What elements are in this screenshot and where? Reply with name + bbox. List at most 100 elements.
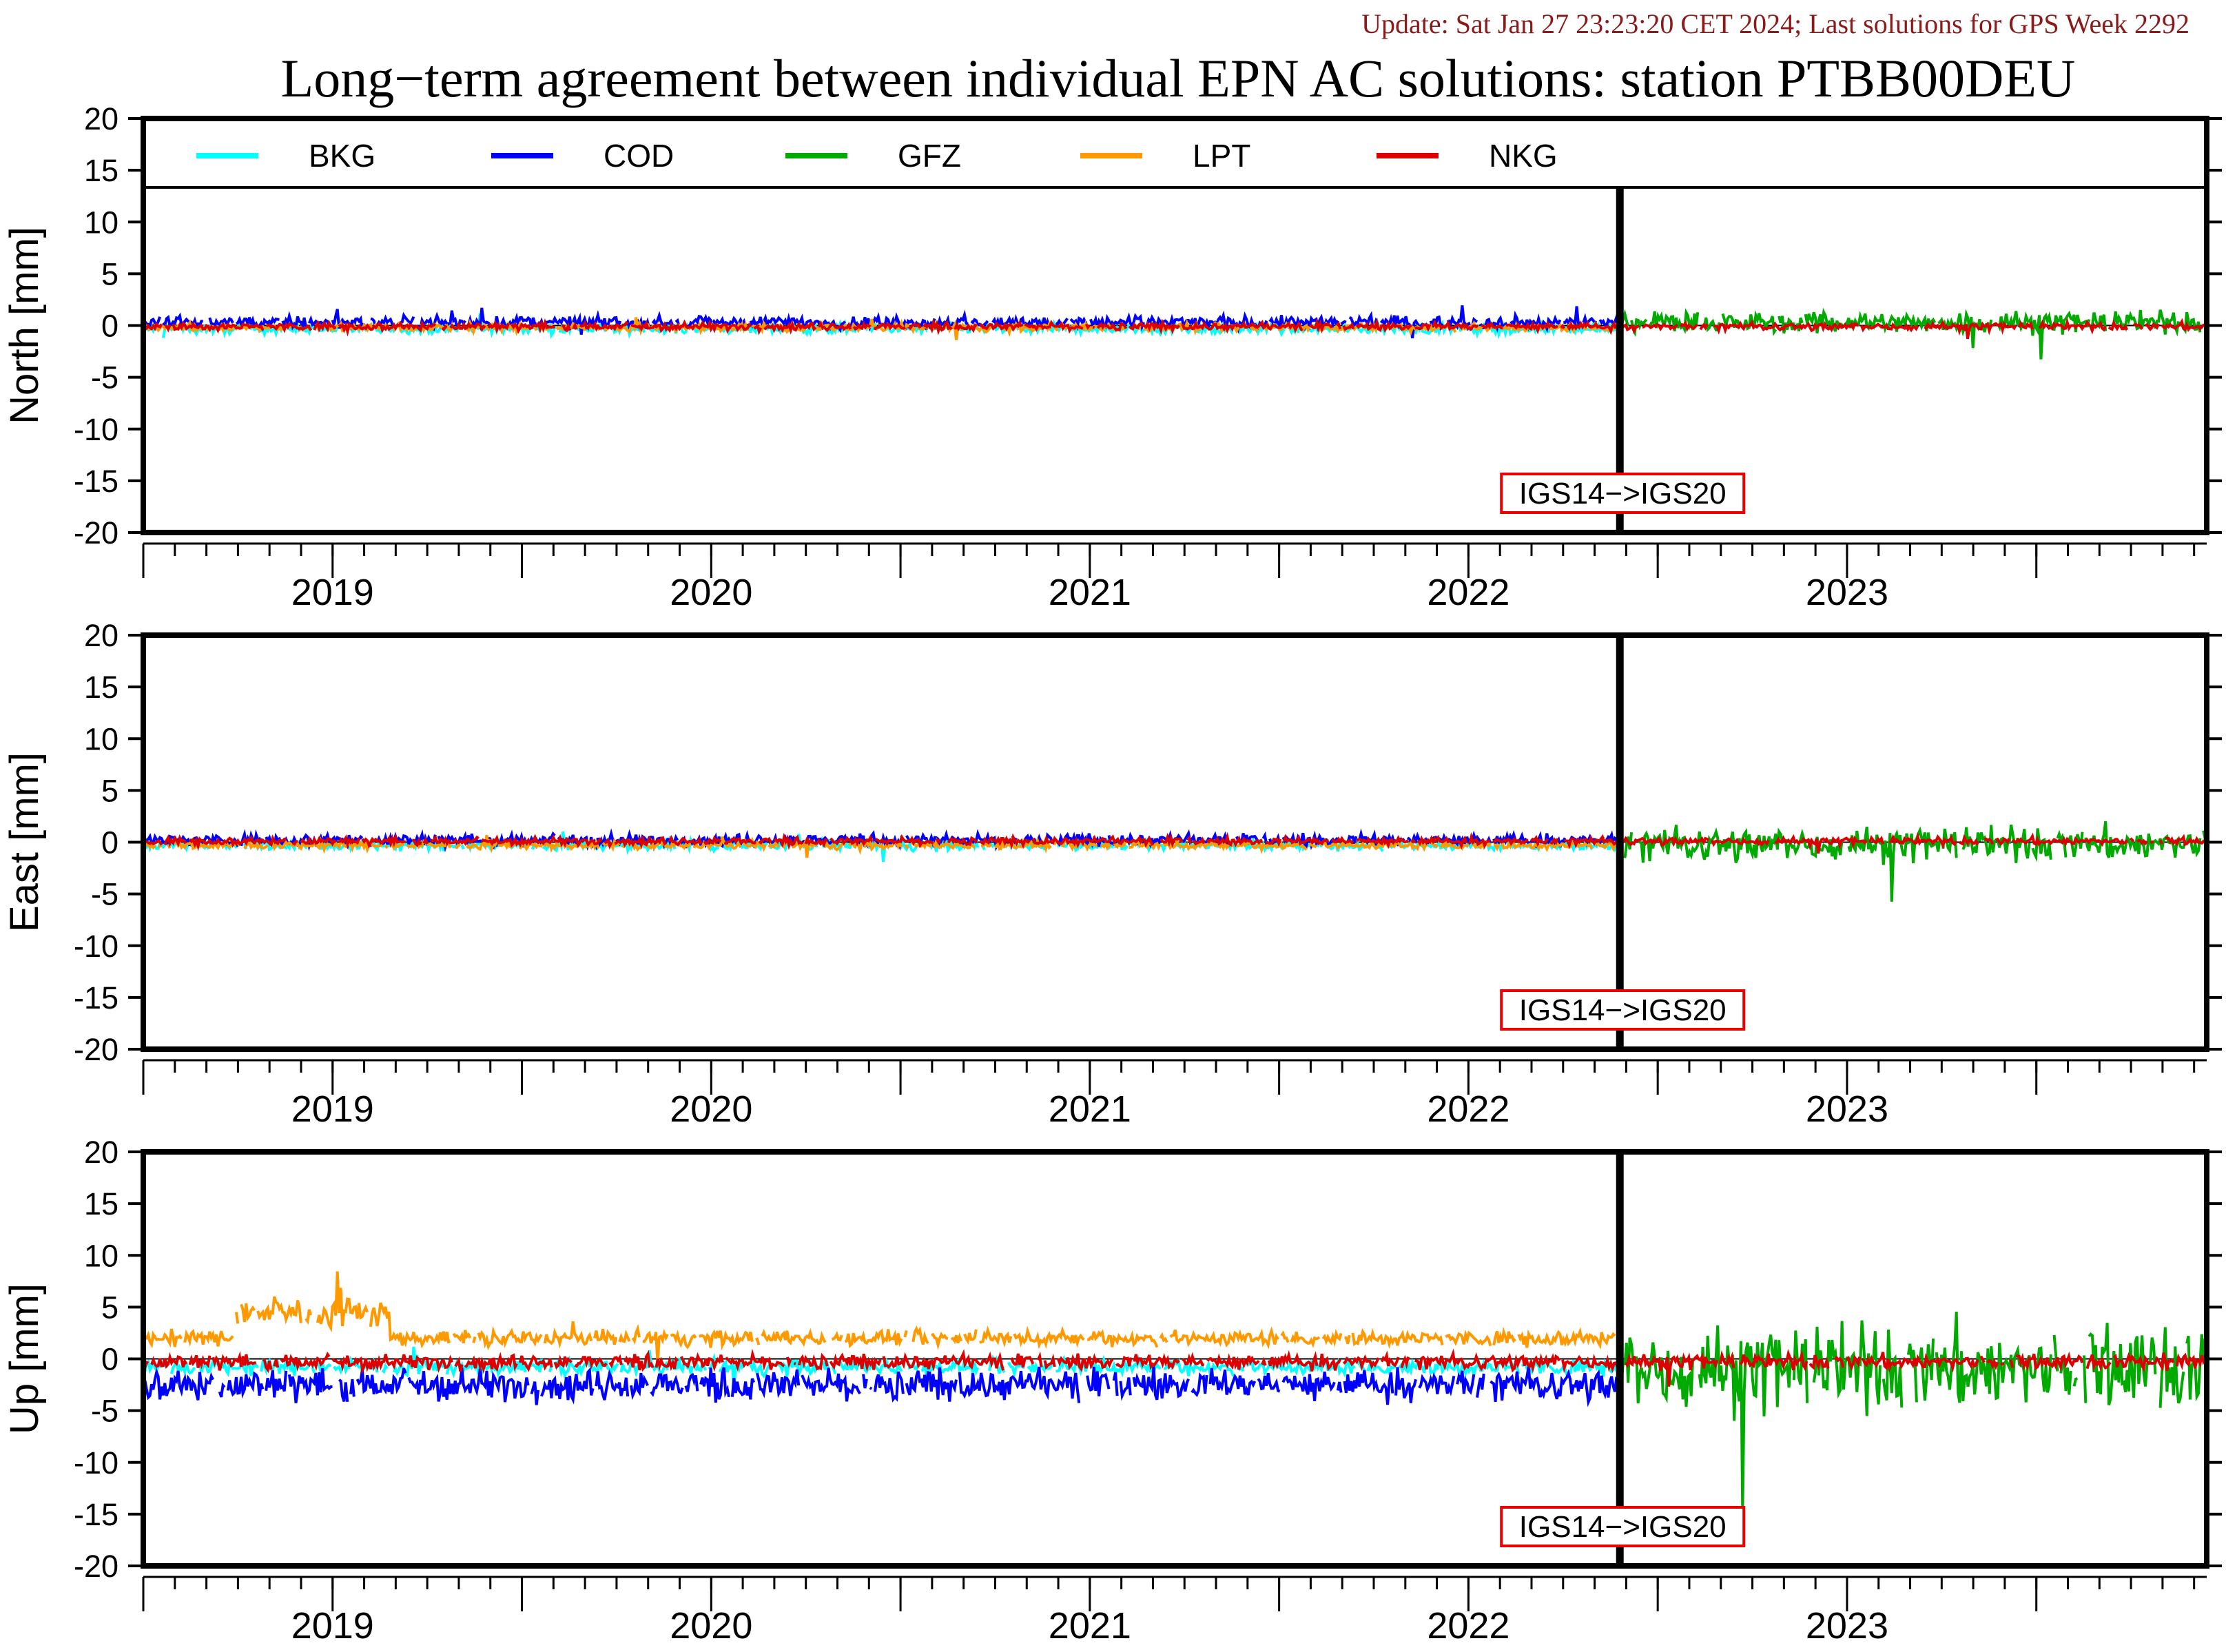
series-line [1159, 1332, 1168, 1343]
series-line [1268, 313, 1339, 332]
series-line [869, 1386, 873, 1390]
series-line [1380, 1350, 1400, 1367]
x-tick-label: 2021 [1049, 1605, 1131, 1646]
series-line [804, 836, 828, 848]
series-line [1086, 1366, 1111, 1396]
series-line [561, 322, 572, 333]
series-line [630, 1372, 649, 1401]
series-line [1847, 826, 1941, 902]
series-line [1119, 1377, 1132, 1401]
series-line [1351, 1328, 1444, 1350]
series-line [429, 834, 480, 847]
frame-change-box [1500, 1506, 1746, 1547]
y-tick-label: 0 [101, 1342, 118, 1377]
series-line [1739, 1349, 1808, 1372]
series-line [1468, 832, 1491, 849]
series-line [411, 836, 422, 847]
series-line [1169, 1326, 1279, 1350]
series-line [1115, 1355, 1133, 1369]
series-line [931, 1331, 949, 1350]
series-line [1013, 1325, 1085, 1350]
y-tick-label: -5 [91, 360, 118, 395]
series-line [1642, 322, 1678, 332]
series-line [188, 834, 287, 851]
series-line [477, 1325, 543, 1351]
series-line [2150, 840, 2154, 844]
series-line [2112, 1352, 2175, 1372]
series-line [519, 1354, 553, 1372]
series-line [1132, 1366, 1190, 1401]
series-line [1582, 313, 1597, 329]
series-line [464, 1352, 518, 1374]
series-line [1096, 321, 1128, 332]
series-line [1340, 320, 1347, 325]
frame-change-label: IGS14−>IGS20 [1519, 477, 1727, 510]
x-tick-label: 2021 [1049, 572, 1131, 613]
series-line [262, 1358, 273, 1374]
series-line [2038, 317, 2107, 335]
series-line [1335, 320, 1342, 330]
series-line [392, 1346, 445, 1378]
series-line [1713, 319, 1859, 335]
y-tick-label: 10 [84, 1238, 118, 1273]
series-line [1069, 316, 1088, 331]
series-line [1560, 319, 1622, 336]
series-line [1323, 317, 1463, 338]
series-line [1792, 1330, 1809, 1403]
series-line [407, 1367, 530, 1403]
series-line [883, 311, 936, 331]
series-line [142, 1367, 214, 1401]
series-line [1439, 838, 1470, 851]
series-line [1416, 834, 1468, 850]
x-tick-label: 2020 [670, 572, 752, 613]
series-line [481, 834, 603, 849]
series-line [1206, 832, 1263, 848]
series-line [234, 1312, 240, 1324]
series-line [1505, 320, 1558, 335]
series-line [980, 841, 993, 848]
series-line [923, 318, 953, 335]
y-tick-label: 20 [84, 101, 118, 136]
series-line [785, 1356, 792, 1368]
series-line [754, 1337, 761, 1345]
series-line [911, 1325, 929, 1345]
series-line [684, 1372, 699, 1392]
series-line [449, 321, 486, 332]
x-tick-label: 2022 [1427, 1605, 1509, 1646]
series-line [844, 1328, 903, 1349]
series-line [530, 1381, 540, 1405]
series-line [650, 1373, 684, 1397]
series-line [243, 838, 269, 851]
series-line [1355, 317, 1412, 333]
series-line [265, 1370, 288, 1398]
series-line [2158, 839, 2163, 845]
series-line [1344, 1334, 1351, 1345]
series-line [1719, 1350, 1735, 1368]
chart-title: Long−term agreement between individual E… [281, 48, 2076, 108]
series-line [2129, 837, 2135, 843]
series-line [173, 838, 241, 851]
series-line [1056, 1353, 1114, 1372]
series-line [2158, 1327, 2185, 1408]
series-line [1043, 1353, 1056, 1370]
series-line [1133, 1352, 1180, 1371]
series-line [763, 320, 817, 335]
series-line [1394, 1367, 1417, 1403]
series-line [847, 311, 883, 332]
series-line [1594, 840, 1620, 852]
series-line [540, 1367, 595, 1405]
y-tick-label: -5 [91, 877, 118, 912]
legend-item-nkg: NKG [1377, 138, 1558, 174]
series-line [1711, 836, 1770, 847]
series-line [874, 1371, 905, 1403]
series-line [651, 311, 674, 329]
series-line [1191, 1372, 1208, 1398]
series-line [1186, 835, 1193, 845]
series-line [1699, 322, 1709, 331]
series-line [1089, 312, 1145, 332]
series-line [773, 832, 804, 850]
series-line [1882, 1329, 1904, 1408]
plot-frame [141, 116, 2209, 535]
series-line [1261, 1356, 1267, 1366]
series-line [572, 322, 578, 330]
